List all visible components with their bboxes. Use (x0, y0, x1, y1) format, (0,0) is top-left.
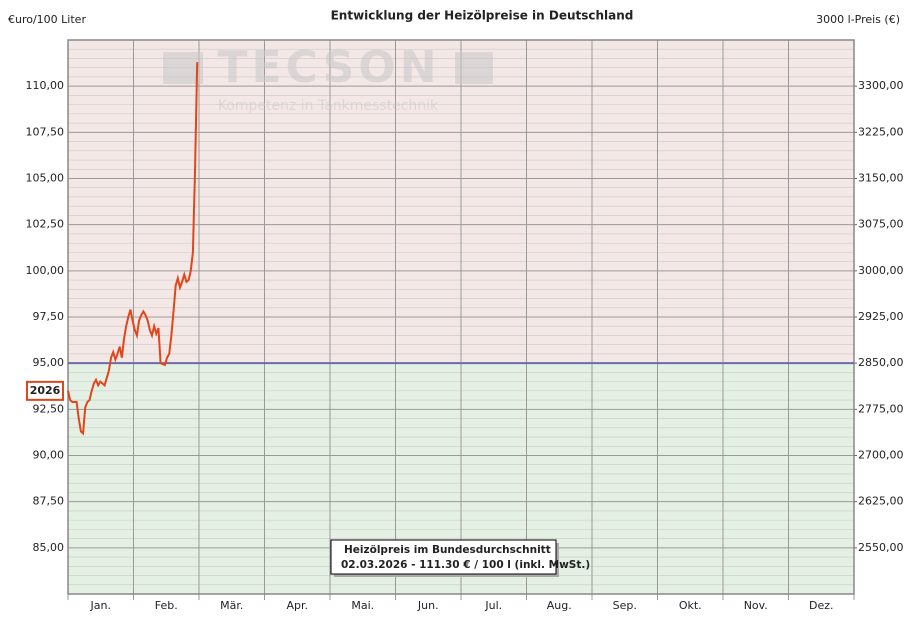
x-tick-label: Jul. (484, 599, 502, 612)
x-tick-label: Jun. (417, 599, 439, 612)
y2-tick-label: 2925,00 (858, 310, 904, 323)
legend-box (26, 380, 64, 401)
y-tick-label: 90,00 (33, 449, 65, 462)
y2-tick-label: 2775,00 (858, 402, 904, 415)
y-tick-label: 92,50 (33, 402, 65, 415)
y2-tick-label: 3300,00 (858, 79, 904, 92)
x-tick-label: Sep. (613, 599, 637, 612)
y2-tick-label: 3000,00 (858, 264, 904, 277)
x-tick-label: Feb. (155, 599, 178, 612)
chart-title: Entwicklung der Heizölpreise in Deutschl… (331, 9, 634, 23)
x-tick-label: Aug. (547, 599, 572, 612)
x-tick-label: Mai. (351, 599, 374, 612)
y-tick-label: 95,00 (33, 356, 65, 369)
legend-label: 2026 (30, 384, 61, 397)
annotation-text: Heizölpreis im Bundesdurchschnitt (344, 544, 551, 556)
price-line (67, 62, 199, 436)
y-tick-label: 97,50 (33, 310, 65, 323)
x-tick-label: Dez. (809, 599, 834, 612)
y2-tick-label: 3075,00 (858, 218, 904, 231)
y-tick-label: 110,00 (26, 79, 65, 92)
y-tick-label: 105,00 (26, 172, 65, 185)
x-tick-label: Okt. (679, 599, 702, 612)
y2-tick-label: 2700,00 (858, 449, 904, 462)
x-tick-label: Jan. (90, 599, 111, 612)
y-tick-label: 102,50 (26, 218, 65, 231)
watermark: TECSON Kompetenz in Tankmesstechnik (163, 42, 493, 114)
y2-tick-label: 3150,00 (858, 172, 904, 185)
plot-border (67, 39, 855, 595)
y-axis-label: €uro/100 Liter (8, 13, 86, 26)
x-tick-label: Mär. (220, 599, 243, 612)
y2-tick-label: 2850,00 (858, 356, 904, 369)
watermark-subtitle: Kompetenz in Tankmesstechnik (218, 98, 439, 114)
y-tick-label: 107,50 (26, 125, 65, 138)
y2-tick-label: 3225,00 (858, 125, 904, 138)
x-tick-label: Nov. (744, 599, 768, 612)
watermark-bar (455, 52, 493, 84)
watermark-text: TECSON (217, 42, 440, 93)
y2-tick-label: 2550,00 (858, 541, 904, 554)
x-tick-label: Apr. (286, 599, 308, 612)
y2-tick-label: 2625,00 (858, 495, 904, 508)
annotation-box (330, 539, 557, 575)
y-tick-label: 87,50 (33, 495, 65, 508)
y2-axis-label: 3000 l-Preis (€) (816, 13, 900, 26)
y-tick-label: 100,00 (26, 264, 65, 277)
annotation-text: 02.03.2026 - 111.30 € / 100 l (inkl. MwS… (341, 559, 590, 571)
y-tick-label: 85,00 (33, 541, 65, 554)
